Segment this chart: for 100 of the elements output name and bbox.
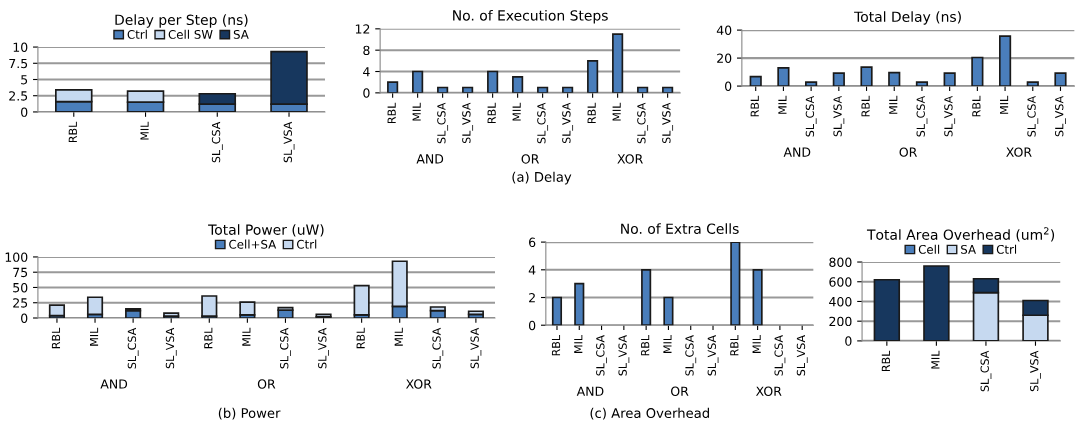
legend-label: Cell SW	[168, 29, 213, 39]
x-tick-label: MIL	[778, 95, 787, 114]
y-tick-label: 2.5	[9, 91, 28, 101]
x-tick-label: RBL	[972, 95, 981, 117]
x-tick-label: SL_VSA	[662, 102, 674, 144]
x-tick-label: MIL	[574, 334, 583, 353]
x-tick-label: MIL	[140, 121, 149, 140]
x-tick-label: SL_VSA	[462, 102, 474, 144]
x-tick-label: MIL	[512, 102, 521, 121]
chart-title: No. of Execution Steps	[453, 9, 608, 24]
y-tick-label: 8	[363, 45, 370, 56]
legend-label: SA	[233, 29, 249, 39]
y-tick-label: 0	[528, 320, 536, 331]
x-tick-label: RBL	[750, 95, 759, 117]
text: XOR	[755, 386, 782, 396]
x-tick-label: SL_CSA	[637, 102, 649, 144]
text: XOR	[617, 154, 643, 164]
chart-title: Total Power (uW)	[208, 224, 324, 237]
text: OR	[899, 147, 917, 157]
x-tick-label: RBL	[861, 95, 870, 117]
y-tick-label: 4	[528, 265, 536, 275]
x-tick-label: RBL	[641, 334, 650, 356]
y-tick-label: 10	[13, 42, 28, 52]
text: OR	[521, 154, 540, 164]
x-tick-label: SL_VSA	[707, 335, 719, 376]
x-tick-label: MIL	[1000, 95, 1009, 114]
x-tick-label: SL_CSA	[1027, 95, 1039, 137]
x-tick-label: RBL	[68, 121, 77, 143]
x-tick-label: SL_VSA	[562, 102, 574, 144]
y-tick-label: 5	[21, 75, 28, 85]
text: XOR	[1006, 147, 1032, 157]
x-tick-label: SL_VSA	[833, 95, 845, 137]
x-tick-label: RBL	[551, 334, 561, 356]
text: AND	[100, 379, 128, 389]
x-tick-label: RBL	[730, 334, 739, 356]
x-tick-label: MIL	[663, 334, 672, 353]
x-tick-label: SL_CSA	[685, 335, 697, 376]
text: AND	[576, 386, 604, 396]
legend-label: Cell+SA	[229, 239, 277, 249]
y-tick-label: 12	[355, 24, 370, 34]
text: OR	[257, 379, 276, 389]
legend-label: SA	[961, 244, 976, 254]
y-tick-label: 20	[717, 53, 732, 64]
x-tick-label: SL_VSA	[944, 95, 956, 137]
y-tick-label: 0	[845, 336, 852, 346]
x-tick-label: RBL	[356, 327, 365, 349]
x-tick-label: MIL	[931, 350, 940, 369]
x-tick-label: RBL	[204, 327, 213, 349]
x-tick-label: MIL	[752, 334, 761, 353]
x-tick-label: MIL	[242, 327, 251, 346]
text: (b) Power	[218, 407, 281, 420]
legend-label: Ctrl	[296, 239, 317, 249]
x-tick-label: SL_VSA	[796, 335, 808, 376]
x-tick-label: MIL	[889, 95, 898, 114]
x-tick-label: SL_CSA	[805, 95, 817, 137]
x-tick-label: RBL	[881, 350, 890, 372]
x-tick-label: SL_CSA	[774, 335, 786, 376]
text: (a) Delay	[512, 171, 572, 185]
x-tick-label: SL_CSA	[916, 95, 928, 137]
y-tick-label: 75	[13, 267, 28, 278]
y-tick-label: 6	[529, 237, 536, 248]
y-tick-label: 0	[21, 313, 28, 323]
y-tick-label: 0	[21, 107, 28, 117]
x-tick-label: MIL	[90, 327, 99, 346]
x-tick-label: MIL	[612, 102, 621, 121]
y-tick-label: 600	[829, 277, 852, 287]
legend-label: Cell	[918, 244, 940, 254]
x-tick-label: SL_CSA	[127, 327, 139, 369]
x-tick-label: SL_CSA	[596, 335, 607, 376]
x-tick-label: SL_CSA	[980, 350, 992, 392]
x-tick-label: RBL	[387, 102, 396, 124]
y-tick-label: 4	[363, 67, 370, 77]
y-tick-label: 25	[13, 298, 28, 308]
x-tick-label: SL_CSA	[437, 102, 449, 144]
y-tick-label: 7.5	[9, 58, 28, 69]
y-tick-label: 800	[829, 257, 852, 267]
x-tick-label: SL_VSA	[470, 327, 482, 369]
x-tick-label: SL_CSA	[211, 121, 223, 163]
x-tick-label: SL_VSA	[1030, 350, 1041, 392]
text: XOR	[405, 379, 432, 389]
x-tick-label: SL_VSA	[318, 327, 329, 369]
legend-label: Ctrl	[127, 29, 147, 39]
y-tick-label: 0	[363, 88, 370, 98]
chart-title: Total Area Overhead (um$^{2}$)	[866, 227, 1055, 242]
y-tick-label: 100	[5, 252, 28, 262]
x-tick-label: MIL	[412, 102, 421, 121]
x-tick-label: SL_CSA	[432, 327, 444, 369]
x-tick-label: MIL	[394, 327, 403, 346]
y-tick-label: 400	[829, 296, 852, 307]
y-tick-label: 0	[725, 81, 732, 91]
x-tick-label: SL_VSA	[283, 121, 295, 163]
text: AND	[416, 154, 444, 164]
y-tick-label: 200	[829, 316, 852, 327]
text: AND	[783, 147, 811, 157]
x-tick-label: SL_CSA	[537, 102, 549, 144]
x-tick-label: RBL	[51, 327, 61, 349]
x-tick-label: RBL	[487, 102, 496, 124]
chart-title: Total Delay (ns)	[854, 11, 961, 25]
x-tick-label: RBL	[587, 102, 596, 124]
y-tick-label: 50	[13, 282, 28, 293]
